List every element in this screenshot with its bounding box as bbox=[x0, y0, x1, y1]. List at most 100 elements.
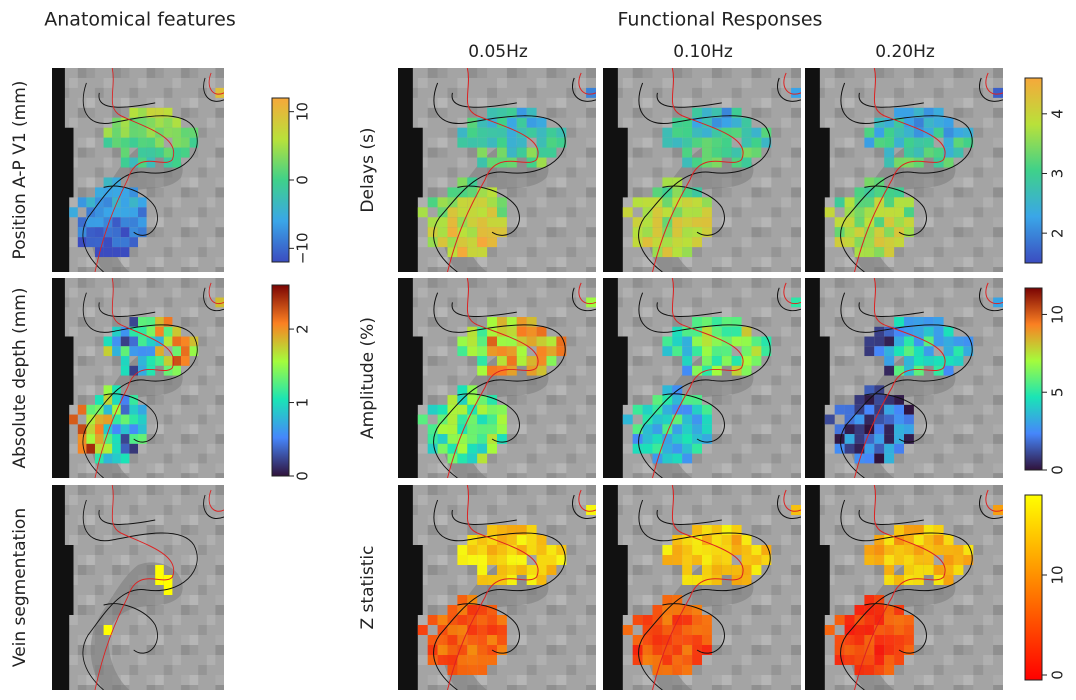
voxel bbox=[497, 108, 507, 118]
voxel bbox=[487, 405, 497, 415]
voxel bbox=[487, 317, 497, 327]
voxel bbox=[672, 444, 682, 454]
voxel bbox=[742, 545, 752, 555]
voxel bbox=[112, 237, 121, 247]
voxel bbox=[477, 665, 487, 675]
panel-content bbox=[805, 485, 1003, 690]
voxel bbox=[904, 525, 914, 535]
voxel bbox=[477, 356, 487, 366]
voxel bbox=[497, 625, 507, 635]
voxel bbox=[467, 217, 477, 227]
voxel bbox=[682, 665, 692, 675]
voxel bbox=[904, 625, 914, 635]
voxel bbox=[752, 337, 762, 347]
voxel bbox=[682, 158, 692, 168]
voxel bbox=[129, 317, 138, 327]
voxel bbox=[653, 424, 663, 434]
voxel bbox=[457, 405, 467, 415]
voxel bbox=[438, 655, 448, 665]
voxel bbox=[633, 645, 643, 655]
voxel bbox=[487, 108, 497, 118]
voxel bbox=[138, 128, 147, 138]
voxel bbox=[845, 237, 855, 247]
voxel bbox=[155, 356, 164, 366]
voxel bbox=[682, 207, 692, 217]
colorbar-tick-label: 0 bbox=[294, 471, 312, 481]
voxel bbox=[682, 405, 692, 415]
voxel bbox=[672, 434, 682, 444]
voxel bbox=[692, 405, 702, 415]
voxel bbox=[791, 88, 801, 98]
voxel bbox=[172, 327, 181, 337]
voxel bbox=[487, 635, 497, 645]
voxel bbox=[112, 337, 121, 347]
voxel bbox=[894, 405, 904, 415]
voxel bbox=[547, 346, 557, 356]
voxel bbox=[653, 187, 663, 197]
voxel bbox=[537, 555, 547, 565]
voxel bbox=[884, 197, 894, 207]
voxel bbox=[722, 535, 732, 545]
voxel bbox=[914, 346, 924, 356]
voxel bbox=[623, 625, 633, 635]
voxel bbox=[662, 655, 672, 665]
voxel bbox=[722, 356, 732, 366]
voxel bbox=[884, 605, 894, 615]
voxel bbox=[112, 197, 121, 207]
row-label: Amplitude (%) bbox=[358, 317, 378, 439]
voxel bbox=[855, 605, 865, 615]
voxel bbox=[682, 366, 692, 376]
voxel bbox=[702, 317, 712, 327]
voxel bbox=[682, 148, 692, 158]
voxel bbox=[527, 535, 537, 545]
voxel bbox=[742, 366, 752, 376]
voxel bbox=[682, 346, 692, 356]
voxel bbox=[692, 217, 702, 227]
voxel bbox=[894, 434, 904, 444]
voxel bbox=[487, 217, 497, 227]
voxel bbox=[147, 118, 156, 128]
voxel bbox=[904, 128, 914, 138]
voxel bbox=[448, 207, 458, 217]
voxel bbox=[864, 625, 874, 635]
voxel bbox=[643, 444, 653, 454]
voxel bbox=[732, 327, 742, 337]
voxel bbox=[586, 88, 596, 98]
voxel bbox=[547, 337, 557, 347]
image-panel bbox=[398, 485, 596, 690]
voxel bbox=[78, 405, 87, 415]
voxel bbox=[86, 207, 95, 217]
image-panel bbox=[398, 278, 596, 478]
voxel bbox=[672, 237, 682, 247]
voxel bbox=[448, 625, 458, 635]
voxel bbox=[104, 625, 113, 635]
voxel bbox=[507, 327, 517, 337]
voxel bbox=[112, 227, 121, 237]
image-panel bbox=[52, 68, 224, 272]
voxel bbox=[722, 138, 732, 148]
panel-content bbox=[52, 68, 224, 272]
voxel bbox=[537, 575, 547, 585]
voxel bbox=[181, 346, 190, 356]
voxel bbox=[527, 337, 537, 347]
voxel bbox=[702, 555, 712, 565]
voxel bbox=[845, 207, 855, 217]
voxel bbox=[835, 615, 845, 625]
voxel bbox=[712, 346, 722, 356]
voxel bbox=[497, 337, 507, 347]
voxel bbox=[874, 434, 884, 444]
voxel bbox=[457, 444, 467, 454]
colorbar bbox=[272, 285, 289, 476]
voxel bbox=[894, 237, 904, 247]
voxel bbox=[507, 346, 517, 356]
voxel bbox=[438, 197, 448, 207]
section-title: Anatomical features bbox=[44, 9, 235, 31]
voxel bbox=[147, 327, 156, 337]
voxel bbox=[944, 327, 954, 337]
panel-content bbox=[398, 485, 596, 690]
voxel bbox=[527, 356, 537, 366]
voxel bbox=[712, 575, 722, 585]
voxel bbox=[712, 158, 722, 168]
voxel bbox=[104, 405, 113, 415]
voxel bbox=[477, 138, 487, 148]
